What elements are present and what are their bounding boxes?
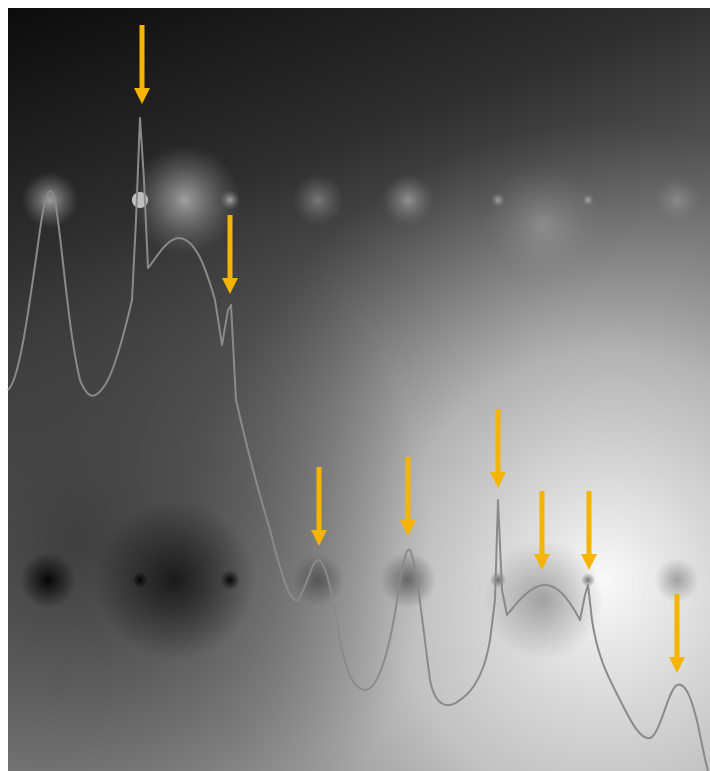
spot: [380, 552, 436, 608]
spot: [20, 552, 76, 608]
page: Intensity profile image {} html, body { …: [0, 0, 710, 771]
dark-region: [8, 8, 710, 771]
spot: [582, 194, 594, 206]
spot: [220, 190, 240, 210]
figure: [0, 0, 710, 771]
spot: [653, 176, 701, 224]
spot: [220, 570, 240, 590]
spot: [382, 174, 434, 226]
spot: [22, 172, 78, 228]
spot: [483, 165, 603, 285]
spot: [292, 174, 344, 226]
image: [8, 8, 710, 771]
page-body: [0, 0, 710, 771]
